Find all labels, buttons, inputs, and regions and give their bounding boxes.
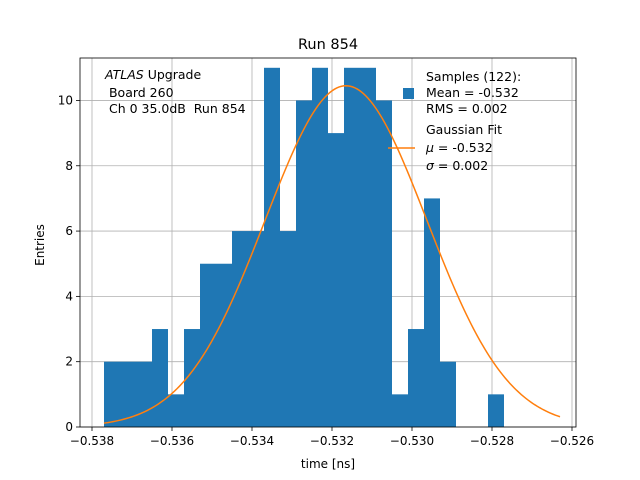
x-tick-label: −0.530 <box>390 434 434 448</box>
histogram-bar <box>344 67 360 428</box>
legend-mu-symbol: μ <box>425 140 434 155</box>
annotation-line-1: ATLAS Upgrade <box>104 67 201 82</box>
y-tick-label: 2 <box>65 355 73 369</box>
histogram-bar <box>328 133 344 427</box>
histogram-bar <box>296 100 312 427</box>
histogram-bars <box>104 67 504 428</box>
legend-fit-sigma: σ = 0.002 <box>426 158 488 173</box>
histogram-bar <box>152 329 168 427</box>
histogram-bar <box>200 263 216 427</box>
legend-sigma-value: = 0.002 <box>434 158 488 173</box>
legend-samples-swatch <box>403 88 414 99</box>
legend: Samples (122): Mean = -0.532 RMS = 0.002… <box>388 69 521 173</box>
y-tick-label: 8 <box>65 159 73 173</box>
x-tick-label: −0.536 <box>150 434 194 448</box>
annotation-atlas-italic: ATLAS <box>104 67 144 82</box>
x-tick-label: −0.526 <box>550 434 594 448</box>
histogram-bar <box>376 100 392 427</box>
histogram-bar <box>360 67 376 428</box>
x-tick-label: −0.528 <box>470 434 514 448</box>
histogram-bar <box>120 361 136 427</box>
histogram-bar <box>312 67 328 428</box>
histogram-bar <box>264 67 280 428</box>
histogram-bar <box>216 263 232 427</box>
y-tick-label: 6 <box>65 224 73 238</box>
histogram-bar <box>280 231 296 427</box>
y-axis-label: Entries <box>33 224 47 266</box>
legend-samples-mean: Mean = -0.532 <box>426 85 519 100</box>
y-tick-label: 10 <box>58 93 73 107</box>
histogram-bar <box>424 198 440 427</box>
chart-title: Run 854 <box>298 37 358 53</box>
x-tick-label: −0.538 <box>70 434 114 448</box>
histogram-bar <box>168 394 184 427</box>
legend-fit-mu: μ = -0.532 <box>425 140 493 155</box>
atlas-annotation: ATLAS Upgrade Board 260 Ch 0 35.0dB Run … <box>104 67 246 116</box>
x-tick-label: −0.534 <box>230 434 274 448</box>
legend-sigma-symbol: σ <box>426 158 435 173</box>
legend-mu-value: = -0.532 <box>434 140 493 155</box>
histogram-bar <box>440 361 456 427</box>
fit-curve-group <box>103 85 561 424</box>
x-tick-label: −0.532 <box>310 434 354 448</box>
histogram-bar <box>184 329 200 427</box>
annotation-line-2: Board 260 <box>105 85 174 100</box>
x-axis-label: time [ns] <box>301 457 355 471</box>
legend-fit-title: Gaussian Fit <box>426 122 502 137</box>
histogram-bar <box>248 231 264 427</box>
histogram-bar <box>392 394 408 427</box>
annotation-line-3: Ch 0 35.0dB Run 854 <box>105 101 246 116</box>
annotation-upgrade: Upgrade <box>144 67 202 82</box>
gaussian-fit-curve <box>103 85 561 424</box>
legend-samples-rms: RMS = 0.002 <box>426 101 508 116</box>
y-tick-label: 0 <box>65 420 73 434</box>
axis-ticks: −0.538 −0.536 −0.534 −0.532 −0.530 −0.528 −0.5… <box>58 93 594 448</box>
histogram-bar <box>104 361 120 427</box>
y-tick-label: 4 <box>65 289 73 303</box>
legend-samples-title: Samples (122): <box>426 69 521 84</box>
histogram-bar <box>232 231 248 427</box>
histogram-bar <box>136 361 152 427</box>
axes-frame <box>79 57 577 428</box>
histogram-bar <box>488 394 504 427</box>
histogram-bar <box>408 329 424 427</box>
